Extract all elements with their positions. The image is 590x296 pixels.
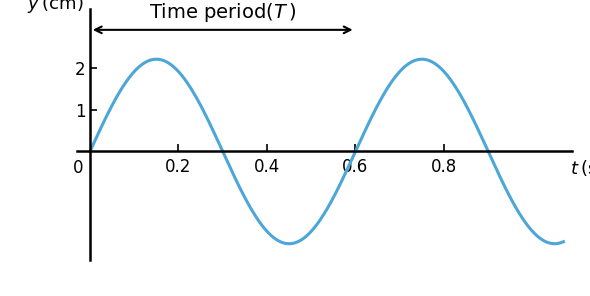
Text: $t$ (s): $t$ (s)	[570, 158, 590, 178]
Text: $y$ (cm): $y$ (cm)	[27, 0, 83, 15]
Text: Time period$(T\,)$: Time period$(T\,)$	[149, 1, 296, 24]
Text: 0: 0	[73, 159, 83, 177]
